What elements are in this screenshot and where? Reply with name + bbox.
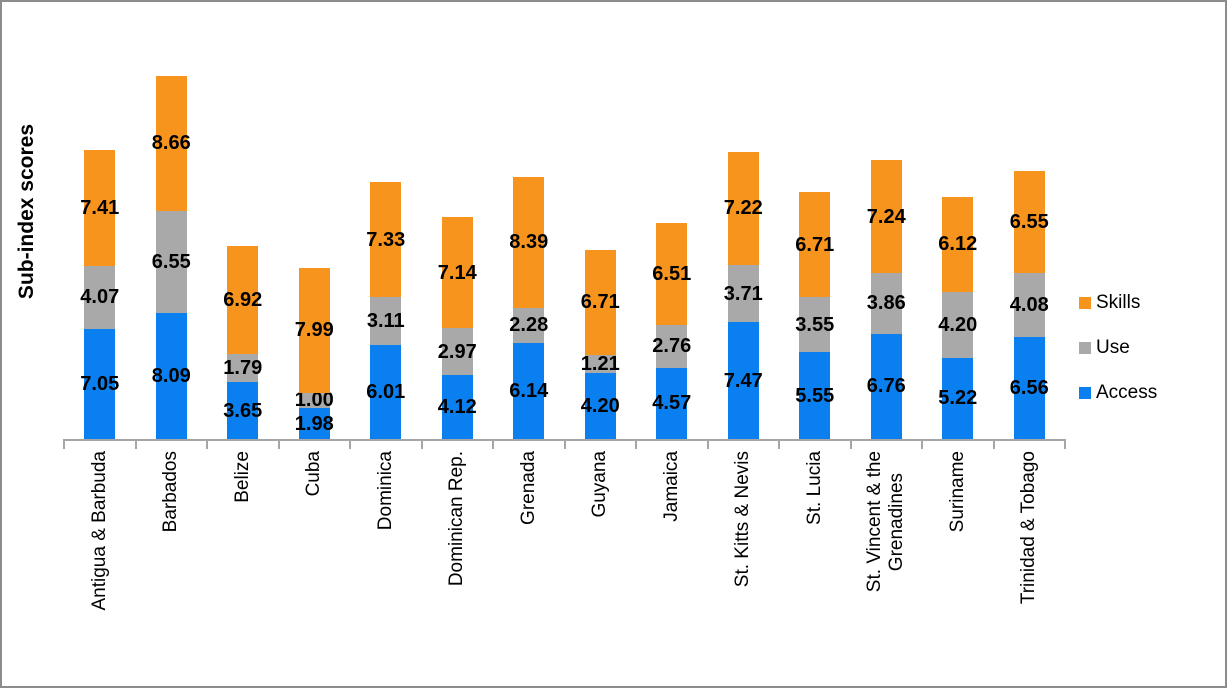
legend-item-use: Use (1079, 336, 1157, 360)
legend-swatch-icon (1079, 297, 1091, 309)
category-label: St. Lucia (803, 451, 825, 525)
bar-segment-access (1013, 336, 1045, 439)
bar-segment-skills (799, 192, 831, 298)
category-label: Barbados (160, 451, 182, 533)
category-label-box: Guyana (565, 451, 637, 683)
bar-segment-access (441, 374, 473, 439)
category-label-box: Dominican Rep. (422, 451, 494, 683)
bar-segment-access (799, 352, 831, 439)
bar-segment-use (441, 328, 473, 375)
legend-label: Access (1096, 382, 1158, 403)
bar-segment-use (513, 307, 545, 344)
bar-segment-use (370, 296, 402, 346)
legend-swatch-icon (1079, 342, 1091, 354)
x-axis-tick (563, 439, 566, 449)
legend-label: Use (1096, 337, 1130, 358)
category-label-box: Belize (207, 451, 279, 683)
bar-segment-use (799, 297, 831, 353)
category-label: Belize (231, 451, 253, 503)
x-axis-tick (277, 439, 280, 449)
category-label-box: Dominica (350, 451, 422, 683)
bar-segment-access (84, 329, 116, 439)
category-label: St. Vincent & the Grenadines (864, 451, 908, 593)
bar-segment-skills (370, 182, 402, 297)
x-axis-tick (921, 439, 923, 449)
bar-segment-access (727, 322, 759, 439)
bar-segment-access (584, 373, 616, 439)
bar-segment-skills (84, 149, 116, 266)
bar-segment-use (84, 265, 116, 329)
bar-segment-skills (942, 196, 974, 293)
x-axis-tick (992, 439, 995, 449)
bar-segment-access (155, 312, 187, 439)
category-label: Suriname (946, 451, 968, 533)
bar-segment-use (942, 292, 974, 358)
category-label-box: Jamaica (636, 451, 708, 683)
x-axis-tick (349, 439, 351, 449)
bar-segment-access (513, 343, 545, 439)
category-label: Grenada (517, 451, 539, 525)
bar-segment-use (727, 264, 759, 323)
legend-swatch-icon (1079, 387, 1091, 399)
legend: Skills Use Access (1079, 291, 1157, 405)
x-axis-tick (849, 439, 852, 449)
bar-segment-use (298, 392, 330, 409)
category-label-box: Grenada (493, 451, 565, 683)
category-label: St. Kitts & Nevis (732, 451, 754, 588)
bar-segment-access (656, 367, 688, 439)
bar-segment-skills (656, 223, 688, 325)
category-label-box: St. Kitts & Nevis (708, 451, 780, 683)
x-axis-tick (1064, 439, 1066, 449)
bar-segment-use (870, 273, 902, 334)
bar-segment-skills (441, 217, 473, 329)
bar-segment-use (656, 324, 688, 368)
category-label: Cuba (303, 451, 325, 497)
legend-item-access: Access (1079, 381, 1157, 405)
bar-segment-access (942, 357, 974, 439)
x-axis-tick (635, 439, 637, 449)
category-label: Trinidad & Tobago (1018, 451, 1040, 605)
category-label-box: Trinidad & Tobago (994, 451, 1066, 683)
category-label: Jamaica (660, 451, 682, 522)
x-axis-tick (63, 439, 65, 449)
category-label: Dominica (374, 451, 396, 531)
category-label-box: St. Vincent & the Grenadines (851, 451, 923, 683)
bar-segment-skills (513, 176, 545, 308)
bar-segment-skills (155, 75, 187, 211)
bar-segment-use (155, 210, 187, 313)
bar-segment-use (227, 354, 259, 383)
x-axis-tick (134, 439, 137, 449)
legend-label: Skills (1096, 292, 1141, 313)
bar-segment-skills (227, 246, 259, 355)
category-label: Dominican Rep. (446, 451, 468, 587)
bar-segment-skills (298, 267, 330, 393)
x-axis-tick (206, 439, 208, 449)
bar-segment-skills (1013, 170, 1045, 273)
bar-segment-access (870, 333, 902, 439)
category-label-box: Antigua & Barbuda (64, 451, 136, 683)
category-label: Guyana (589, 451, 611, 518)
x-axis-tick (492, 439, 494, 449)
category-label-box: Barbados (136, 451, 208, 683)
bar-segment-use (1013, 273, 1045, 337)
bar-segment-skills (727, 151, 759, 265)
x-axis-tick (778, 439, 780, 449)
bar-segment-access (370, 345, 402, 439)
x-axis-tick (420, 439, 423, 449)
legend-item-skills: Skills (1079, 291, 1157, 315)
category-label-box: St. Lucia (779, 451, 851, 683)
category-label-box: Suriname (922, 451, 994, 683)
category-label: Antigua & Barbuda (88, 451, 110, 611)
bar-segment-skills (584, 249, 616, 355)
bar-segment-skills (870, 160, 902, 274)
bar-segment-access (227, 382, 259, 439)
bar-segment-access (298, 408, 330, 439)
category-label-box: Cuba (279, 451, 351, 683)
x-axis-tick (706, 439, 709, 449)
bar-segment-use (584, 354, 616, 374)
